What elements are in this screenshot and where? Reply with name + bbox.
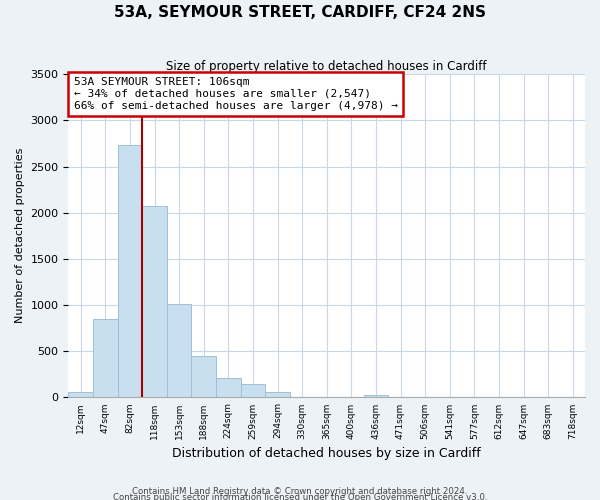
Text: Contains public sector information licensed under the Open Government Licence v3: Contains public sector information licen… <box>113 492 487 500</box>
Bar <box>364 395 388 398</box>
Text: 53A, SEYMOUR STREET, CARDIFF, CF24 2NS: 53A, SEYMOUR STREET, CARDIFF, CF24 2NS <box>114 5 486 20</box>
Text: 53A SEYMOUR STREET: 106sqm
← 34% of detached houses are smaller (2,547)
66% of s: 53A SEYMOUR STREET: 106sqm ← 34% of deta… <box>74 78 398 110</box>
Bar <box>216 378 241 398</box>
Title: Size of property relative to detached houses in Cardiff: Size of property relative to detached ho… <box>166 60 487 73</box>
Bar <box>167 304 191 398</box>
Bar <box>142 206 167 398</box>
Bar <box>68 392 93 398</box>
Text: Contains HM Land Registry data © Crown copyright and database right 2024.: Contains HM Land Registry data © Crown c… <box>132 486 468 496</box>
Bar <box>265 392 290 398</box>
Bar <box>93 319 118 398</box>
Y-axis label: Number of detached properties: Number of detached properties <box>15 148 25 324</box>
Bar <box>118 146 142 398</box>
Bar <box>191 356 216 398</box>
Bar <box>241 384 265 398</box>
X-axis label: Distribution of detached houses by size in Cardiff: Distribution of detached houses by size … <box>172 447 481 460</box>
